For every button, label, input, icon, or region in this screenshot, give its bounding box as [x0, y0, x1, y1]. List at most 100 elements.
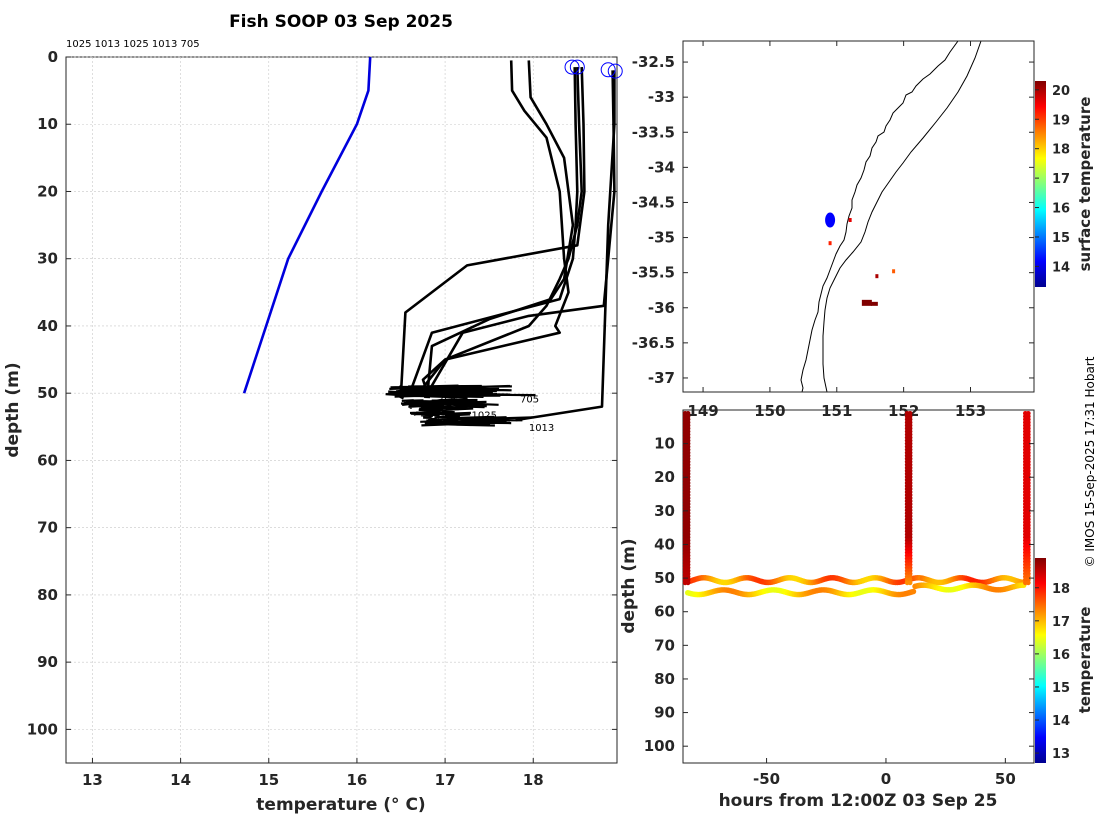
map-ytick-label: -36	[648, 299, 675, 317]
section-panel: -50 0 50 10 20 30 40 50 60 70 80 90 100 13 14 15 16 17 18…	[619, 409, 1094, 811]
section-ytick-label: 100	[644, 737, 675, 755]
map-sst-patches	[828, 218, 896, 306]
profile-ytick-label: 30	[37, 250, 58, 268]
map-ytick-label: -35.5	[632, 264, 675, 282]
profile-xtick-label: 17	[435, 771, 456, 789]
profile-deep-label: 1013	[529, 423, 554, 434]
profile-surface-markers	[564, 59, 623, 79]
profile-xtick-label: 13	[82, 771, 103, 789]
section-colorbar-ticks: 13 14 15 16 17 18	[1035, 582, 1070, 762]
section-xlabel: hours from 12:00Z 03 Sep 25	[719, 791, 998, 811]
profile-grid	[66, 56, 617, 763]
map-track-point	[825, 212, 836, 228]
section-ytick-label: 50	[654, 569, 675, 587]
section-colorbar-tick-label: 16	[1052, 648, 1070, 663]
map-sst-patch	[861, 299, 872, 306]
map-colorbar	[1035, 81, 1046, 287]
map-xtick-label: 153	[955, 402, 986, 420]
section-dots	[682, 410, 1031, 598]
map-colorbar-tick-label: 16	[1052, 202, 1070, 217]
profile-surface-marker	[564, 59, 580, 75]
map-ytick-label: -32.5	[632, 53, 675, 71]
map-sst-patch	[870, 301, 878, 306]
section-colorbar-tick-label: 13	[1052, 747, 1070, 762]
profile-ytick-label: 50	[37, 384, 58, 402]
map-colorbar-tick-label: 14	[1052, 260, 1070, 275]
map-colorbar-label: surface temperature	[1076, 97, 1094, 272]
figure-title: Fish SOOP 03 Sep 2025	[229, 12, 453, 32]
profile-deep-labels: 705 1025 1013 025	[441, 395, 555, 434]
profile-series-line	[515, 70, 616, 422]
section-ticks: -50 0 50 10 20 30 40 50 60 70 80 90 100	[644, 435, 1034, 788]
map-ytick-label: -36.5	[632, 334, 675, 352]
profile-axes-box	[65, 56, 618, 764]
profile-ytick-label: 100	[27, 720, 58, 738]
profile-ylabel: depth (m)	[3, 362, 23, 457]
map-colorbar-tick-label: 18	[1052, 143, 1070, 158]
profile-series-line	[408, 67, 579, 394]
credit-text: © IMOS 15-Sep-2025 17:31 Hobart	[1083, 356, 1097, 567]
section-ytick-label: 30	[654, 502, 675, 520]
map-xtick-label: 149	[687, 402, 718, 420]
profile-deep-band	[420, 414, 533, 427]
profile-series-line	[426, 70, 616, 394]
profile-surface-marker	[600, 62, 616, 78]
section-colorbar-tick-label: 14	[1052, 714, 1070, 729]
profile-deep-scribbles	[385, 384, 536, 427]
map-panel: 149 150 151 152 153 -32.5 -33 -33.5 -34 -34.5 -35 -…	[632, 40, 1094, 420]
section-ytick-label: 10	[654, 435, 675, 453]
map-sst-patch	[875, 274, 879, 279]
profile-xtick-label: 14	[170, 771, 191, 789]
map-colorbar-tick-label: 20	[1052, 84, 1070, 99]
section-xtick-label: -50	[753, 770, 780, 788]
profile-ytick-label: 80	[37, 586, 58, 604]
section-ylabel: depth (m)	[619, 538, 639, 633]
section-ytick-label: 60	[654, 603, 675, 621]
map-ytick-label: -33.5	[632, 123, 675, 141]
map-ytick-label: -37	[648, 369, 675, 387]
map-ytick-label: -34	[648, 158, 675, 176]
section-cast-dot	[685, 580, 691, 586]
profile-surface-marker	[569, 59, 585, 75]
section-cast-dot	[1025, 580, 1031, 586]
map-depth-contour	[822, 41, 982, 392]
profile-ytick-label: 10	[37, 115, 58, 133]
profile-series-line	[426, 60, 575, 394]
map-colorbar-tick-label: 19	[1052, 113, 1070, 128]
section-dot	[910, 588, 917, 595]
section-axes-box	[682, 409, 1035, 764]
section-xtick-label: 50	[995, 770, 1016, 788]
section-colorbar-label: temperature	[1076, 607, 1094, 714]
section-cast-dot	[907, 580, 913, 586]
profile-surface-marker	[607, 63, 623, 79]
profile-ytick-label: 60	[37, 451, 58, 469]
section-ytick-label: 90	[654, 704, 675, 722]
section-colorbar-tick-label: 17	[1052, 615, 1070, 630]
map-coastline	[800, 41, 959, 392]
profile-ticks: 13 14 15 16 17 18 0 10 20 30 40 50 60 70 80 90 100	[27, 48, 617, 789]
profile-ytick-label: 40	[37, 317, 58, 335]
profile-series-line	[399, 67, 586, 394]
profile-ytick-label: 70	[37, 519, 58, 537]
map-colorbar-tick-label: 17	[1052, 172, 1070, 187]
profile-lines	[242, 57, 616, 422]
profile-ytick-label: 90	[37, 653, 58, 671]
map-ytick-label: -34.5	[632, 193, 675, 211]
profile-xtick-label: 18	[523, 771, 544, 789]
map-colorbar-ticks: 14 15 16 17 18 19 20	[1035, 84, 1070, 275]
section-xtick-label: 0	[881, 770, 891, 788]
profile-xlabel: temperature (° C)	[256, 795, 425, 815]
profile-ytick-label: 20	[37, 182, 58, 200]
section-colorbar-tick-label: 15	[1052, 681, 1070, 696]
profile-series-blue	[242, 57, 372, 394]
section-ytick-label: 80	[654, 670, 675, 688]
map-xtick-label: 150	[754, 402, 785, 420]
section-colorbar-tick-label: 18	[1052, 582, 1070, 597]
profile-xtick-label: 15	[258, 771, 279, 789]
profile-deep-label: 705	[520, 395, 539, 406]
map-ticks: 149 150 151 152 153 -32.5 -33 -33.5 -34 -34.5 -35 -…	[632, 41, 1034, 420]
section-ytick-label: 40	[654, 535, 675, 553]
profile-deep-label: 025	[441, 395, 460, 406]
map-xtick-label: 152	[888, 402, 919, 420]
